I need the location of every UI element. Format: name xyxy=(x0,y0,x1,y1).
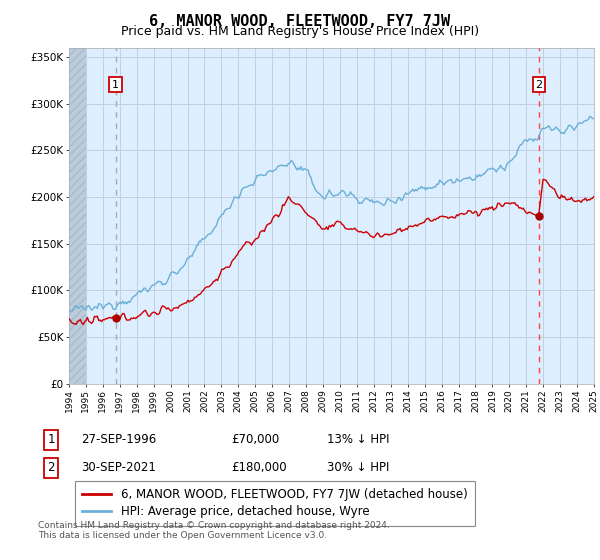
Text: Price paid vs. HM Land Registry's House Price Index (HPI): Price paid vs. HM Land Registry's House … xyxy=(121,25,479,38)
Text: Contains HM Land Registry data © Crown copyright and database right 2024.
This d: Contains HM Land Registry data © Crown c… xyxy=(38,521,389,540)
Text: 1: 1 xyxy=(112,80,119,90)
Text: 2: 2 xyxy=(535,80,542,90)
Text: 30-SEP-2021: 30-SEP-2021 xyxy=(81,461,156,474)
Text: 6, MANOR WOOD, FLEETWOOD, FY7 7JW: 6, MANOR WOOD, FLEETWOOD, FY7 7JW xyxy=(149,14,451,29)
Bar xyxy=(69,48,86,384)
Text: 30% ↓ HPI: 30% ↓ HPI xyxy=(327,461,389,474)
Text: £70,000: £70,000 xyxy=(231,433,279,446)
Text: £180,000: £180,000 xyxy=(231,461,287,474)
Text: 2: 2 xyxy=(47,461,55,474)
Text: 27-SEP-1996: 27-SEP-1996 xyxy=(81,433,156,446)
Text: 1: 1 xyxy=(47,433,55,446)
Legend: 6, MANOR WOOD, FLEETWOOD, FY7 7JW (detached house), HPI: Average price, detached: 6, MANOR WOOD, FLEETWOOD, FY7 7JW (detac… xyxy=(75,480,475,525)
Text: 13% ↓ HPI: 13% ↓ HPI xyxy=(327,433,389,446)
